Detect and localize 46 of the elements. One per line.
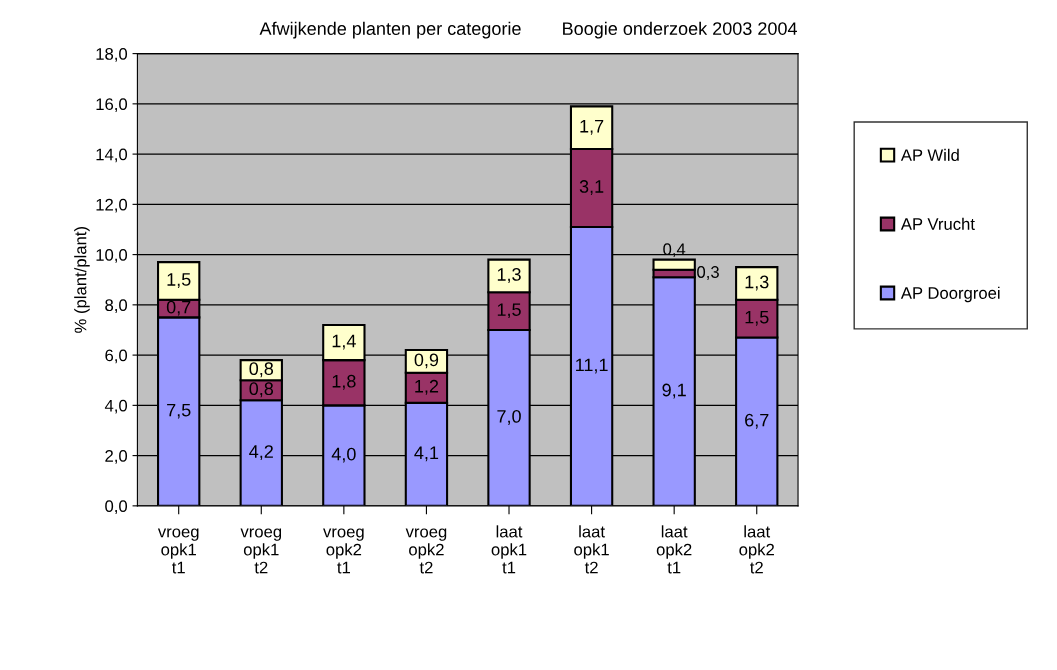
- x-tick-label: laat opk2 t1: [656, 525, 692, 574]
- data-label: 7,5: [167, 403, 191, 419]
- data-label: 0,8: [249, 382, 274, 398]
- data-label: 0,7: [166, 300, 191, 316]
- y-tick-label: 0,0: [105, 500, 128, 515]
- legend-label: AP Doorgroei: [900, 286, 1000, 303]
- x-tick-label: vroeg opk2 t2: [405, 528, 447, 574]
- data-label: 1,5: [167, 273, 191, 288]
- data-label: 1,2: [415, 379, 439, 395]
- y-axis-title: % (plant/plant): [74, 227, 90, 333]
- y-tick-label: 12,0: [96, 198, 128, 213]
- y-tick-label: 16,0: [96, 98, 128, 113]
- data-label: 3,1: [579, 180, 604, 195]
- y-tick-label: 18,0: [96, 48, 128, 62]
- data-label: 1,5: [745, 310, 769, 326]
- data-label: 1,8: [332, 374, 356, 390]
- data-label: 1,4: [332, 334, 356, 350]
- x-tick-label: vroeg opk2 t1: [323, 528, 364, 574]
- legend-label: AP Vrucht: [900, 217, 975, 230]
- y-tick-label: 6,0: [105, 349, 128, 364]
- y-tick-label: 2,0: [105, 450, 128, 464]
- y-tick-label: 4,0: [104, 399, 128, 414]
- data-label: 1,7: [580, 119, 604, 135]
- data-label: 11,1: [576, 358, 608, 374]
- data-label: 6,7: [745, 413, 769, 429]
- x-tick-label: vroeg opk1 t2: [240, 528, 282, 574]
- data-label: 1,3: [497, 268, 521, 283]
- x-tick-label: vroeg opk1 t1: [157, 528, 199, 574]
- data-label: 0,8: [249, 362, 274, 378]
- y-tick-label: 14,0: [96, 148, 128, 163]
- y-tick-label: 10,0: [96, 249, 128, 263]
- data-label: 4,1: [414, 446, 439, 462]
- x-tick-label: laat opk2 t2: [739, 525, 774, 574]
- x-tick-label: laat opk1 t1: [491, 525, 527, 574]
- data-label: 0,3: [697, 266, 719, 280]
- x-tick-label: laat opk1 t2: [574, 525, 609, 574]
- data-label: 4,2: [249, 445, 273, 461]
- y-tick-label: 8,0: [105, 299, 128, 314]
- data-label: 4,0: [331, 447, 356, 463]
- chart-title: Afwijkende planten per categorie Boogie onderzoek 2003 2004: [259, 21, 797, 39]
- data-label: 0,9: [414, 353, 439, 369]
- data-label: 7,0: [497, 409, 521, 425]
- data-label: 1,3: [745, 275, 769, 291]
- data-label: 9,1: [662, 383, 686, 399]
- data-label: 1,5: [497, 303, 521, 319]
- legend-label: AP Wild: [900, 148, 959, 162]
